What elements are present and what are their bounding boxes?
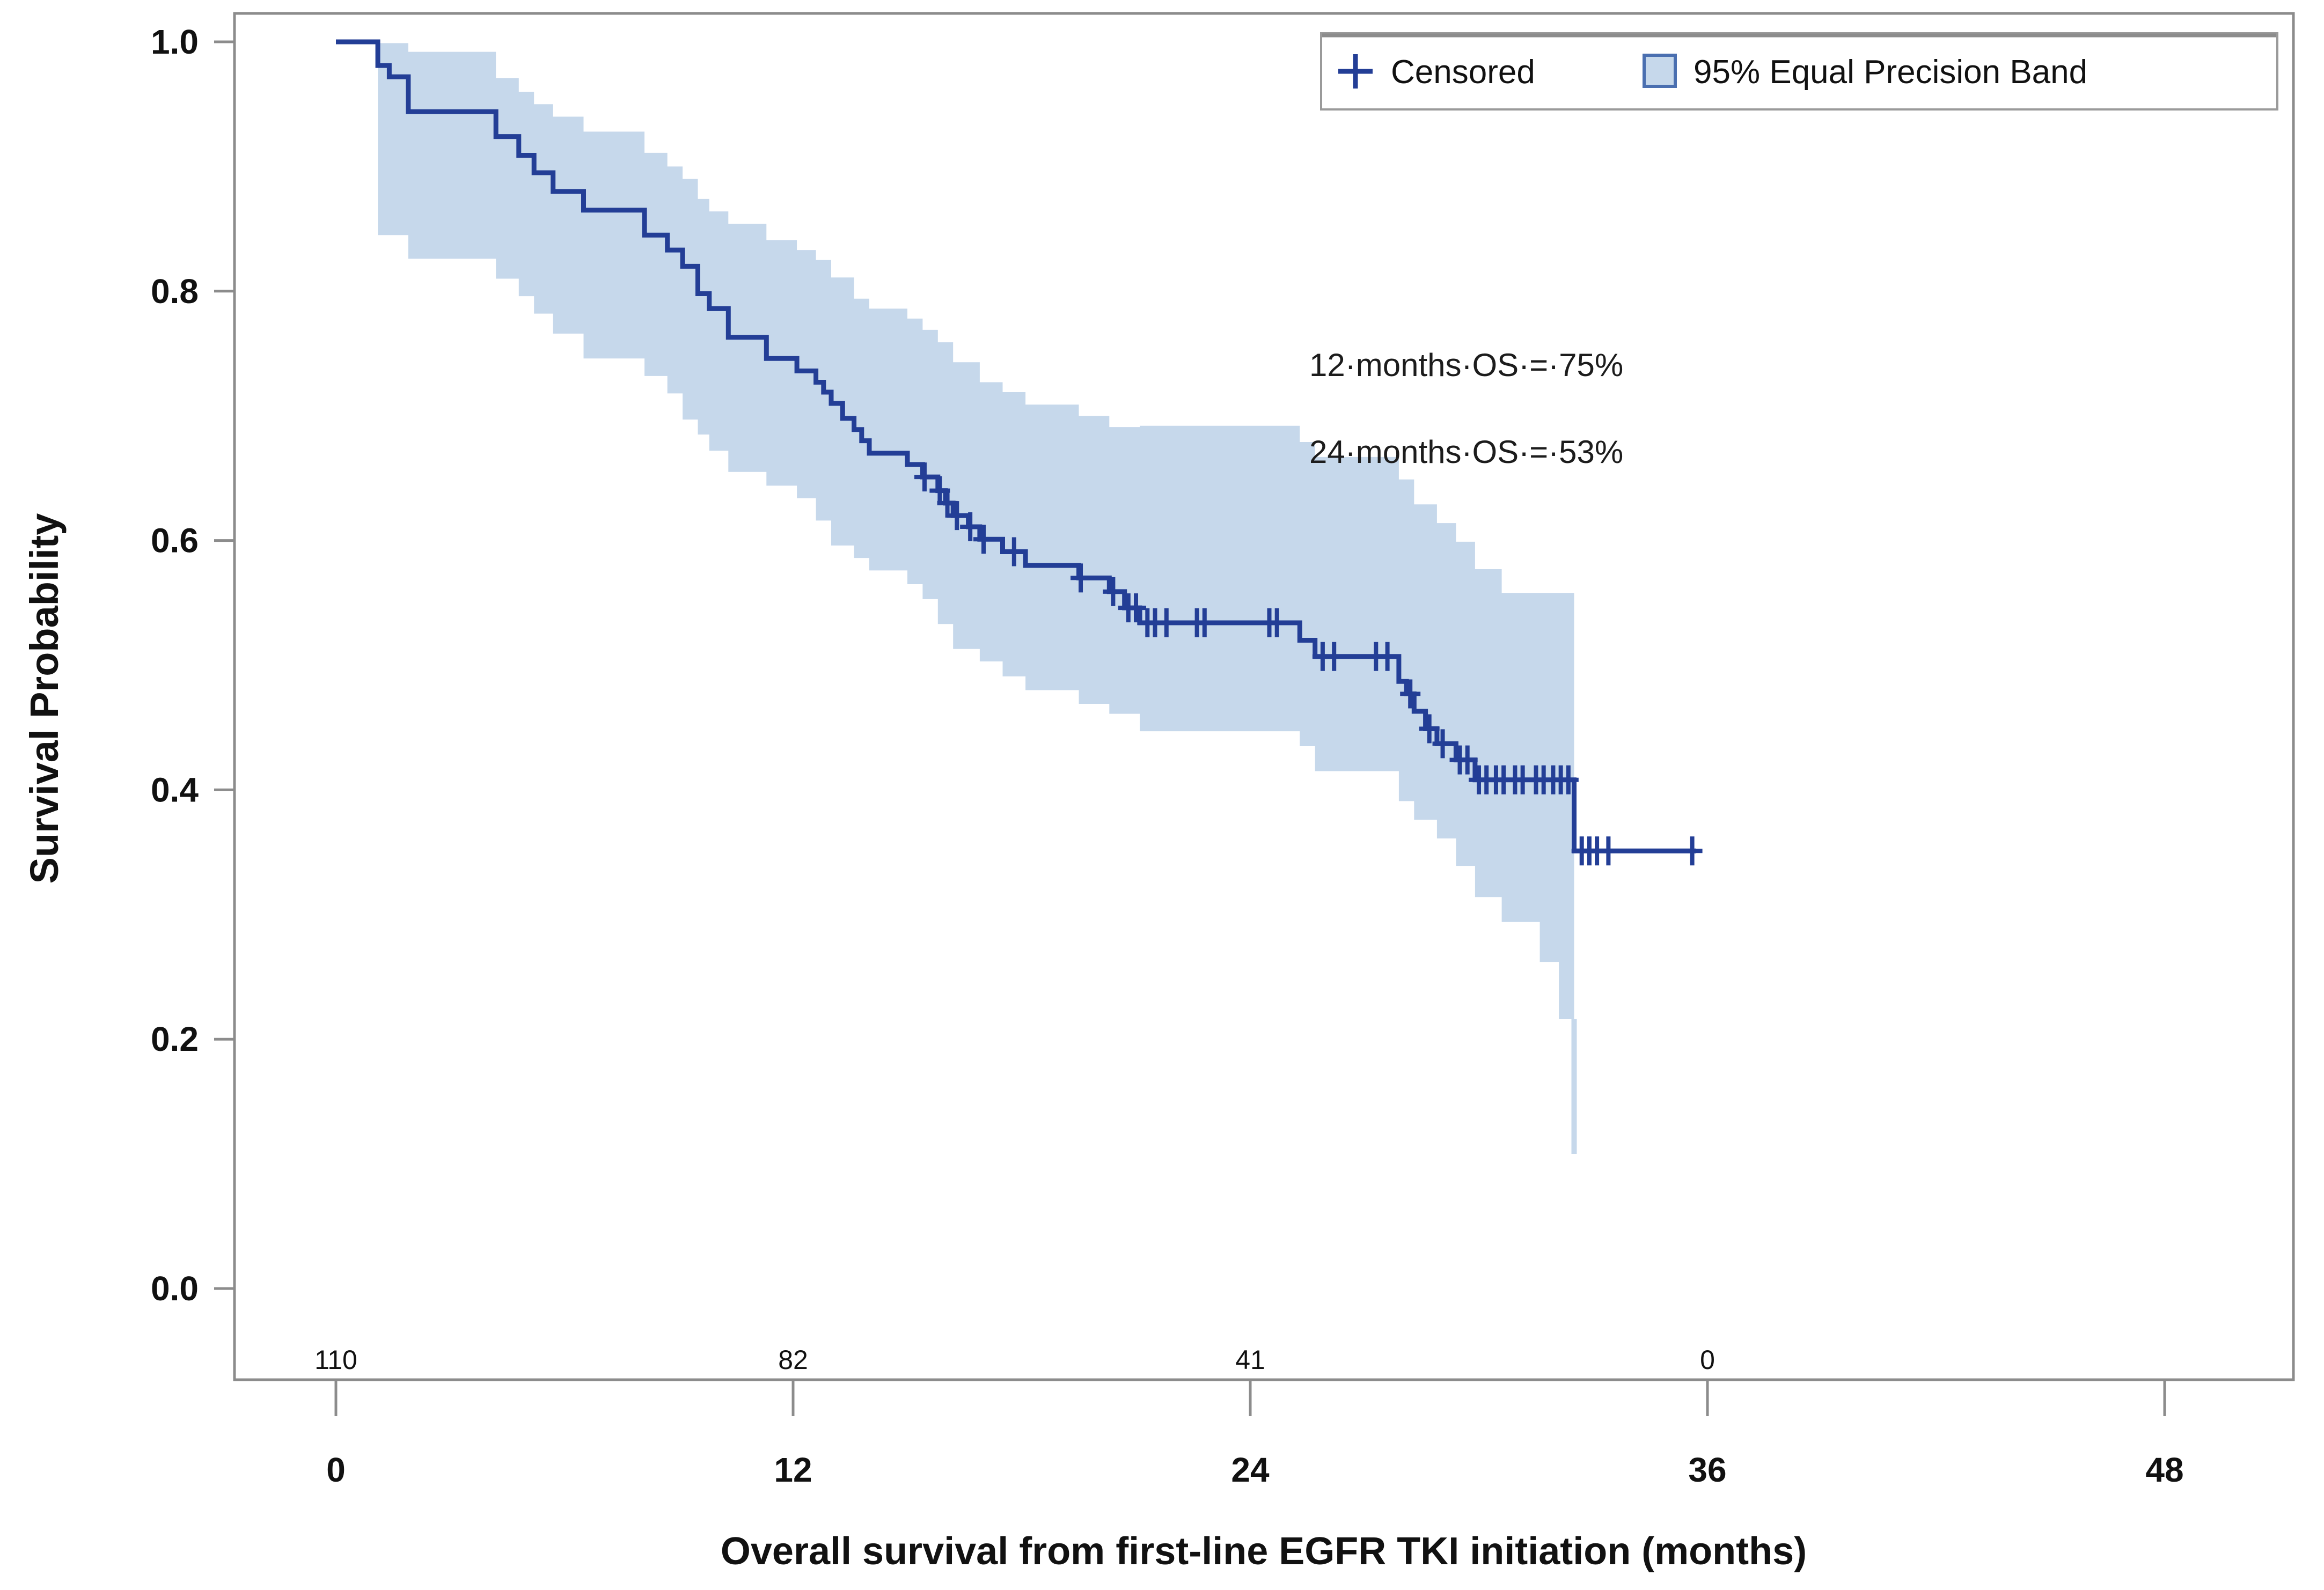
confidence-band-layer [378,43,1577,1154]
censor-plus-icon [914,462,935,492]
annotation-os-24: 24·months·OS·=·53% [1309,434,1623,470]
censor-plus-icon [1419,714,1440,744]
y-tick-label: 0.8 [151,272,199,311]
at-risk-count: 0 [1700,1345,1715,1375]
x-tick-label: 12 [774,1451,812,1489]
legend: Censored 95% Equal Precision Band [1320,32,2278,111]
censor-plus-icon [1126,593,1146,623]
annotation-os-12: 12·months·OS·=·75% [1309,347,1623,383]
censor-plus-icon [1377,642,1398,671]
x-tick-label: 0 [326,1451,346,1489]
y-axis-title: Survival Probability [22,513,67,884]
y-tick-label: 0.4 [151,770,199,809]
censor-plus-icon [960,512,981,542]
censor-plus-icon [1457,745,1478,775]
at-risk-count: 82 [778,1345,808,1375]
censor-plus-icon [1103,577,1124,606]
axis-ticks-layer: 1.0 0.8 0.6 0.4 0.2 0.0 0 12 24 36 48 [151,23,2184,1489]
censor-plus-icon [1071,563,1091,593]
censored-plus-icon [1338,54,1373,89]
censor-plus-icon [1432,729,1453,759]
censor-plus-icon [1003,537,1024,566]
censor-plus-icon [1324,642,1345,671]
censor-plus-icon [1598,836,1619,866]
at-risk-count: 41 [1235,1345,1265,1375]
y-tick-label: 1.0 [151,23,199,61]
legend-box [1320,32,2278,111]
x-tick-label: 48 [2145,1451,2183,1489]
censor-plus-icon [1266,608,1287,637]
censor-plus-icon [1400,679,1421,709]
at-risk-count: 110 [314,1345,357,1375]
band-area [378,43,1574,1020]
y-tick-label: 0.6 [151,521,199,560]
censor-plus-icon [1194,608,1215,637]
number-at-risk-layer: 110 82 41 0 [314,1345,1715,1375]
x-tick-label: 36 [1688,1451,1726,1489]
censor-plus-icon [1682,836,1703,866]
x-axis-title: Overall survival from first-line EGFR TK… [721,1530,1807,1573]
x-tick-label: 24 [1231,1451,1270,1489]
survival-step-line [336,39,1696,853]
censor-plus-icon [973,525,994,554]
censor-plus-icon [937,488,958,518]
censor-plus-icon [947,501,967,531]
survival-curve-layer [336,39,1696,853]
censored-marks-layer [914,462,1703,866]
censor-plus-icon [1156,608,1177,637]
y-tick-label: 0.2 [151,1020,199,1058]
legend-censored-label: Censored [1391,54,1535,91]
legend-band-label: 95% Equal Precision Band [1693,54,2087,91]
band-swatch-icon [1643,54,1677,88]
censor-plus-icon [1558,765,1579,794]
y-tick-label: 0.0 [151,1269,199,1308]
